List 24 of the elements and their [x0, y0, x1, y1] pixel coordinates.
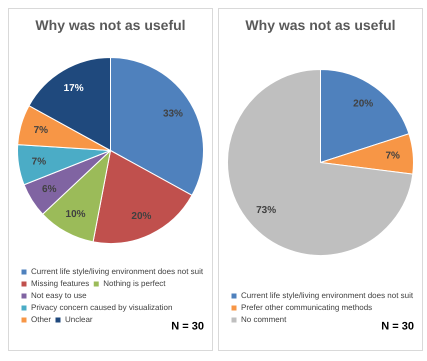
data-label: 10%	[66, 208, 86, 220]
chart-title: Why was not as useful	[244, 16, 397, 33]
legend-label: Prefer other communicating methods	[241, 303, 372, 312]
data-label: 7%	[32, 156, 46, 168]
legend-label: Nothing is perfect	[103, 279, 166, 288]
legend-label: Current life style/living environment does not suit	[31, 267, 204, 276]
data-label: 7%	[34, 125, 48, 136]
legend-label: No comment	[241, 315, 288, 324]
legend-label: Other	[31, 315, 52, 324]
text: N = 30	[381, 320, 414, 333]
legend-label: Unclear	[65, 315, 93, 324]
text: N = 30	[171, 320, 204, 333]
data-label: 7%	[385, 150, 400, 162]
data-label: 33%	[162, 108, 184, 120]
data-label: 6%	[42, 184, 57, 196]
data-label: 17%	[64, 82, 84, 94]
legend-label: Missing features	[31, 279, 90, 288]
legend-label: Privacy concern caused by visualization	[31, 303, 172, 312]
data-label: 73%	[256, 205, 276, 216]
data-label: 20%	[353, 98, 374, 110]
legend-label: Current life style/living environment does not suit	[241, 291, 414, 300]
data-label: 20%	[131, 210, 152, 222]
legend-label: Not easy to use	[31, 291, 88, 300]
chart-title: Why was not as useful	[34, 16, 187, 33]
